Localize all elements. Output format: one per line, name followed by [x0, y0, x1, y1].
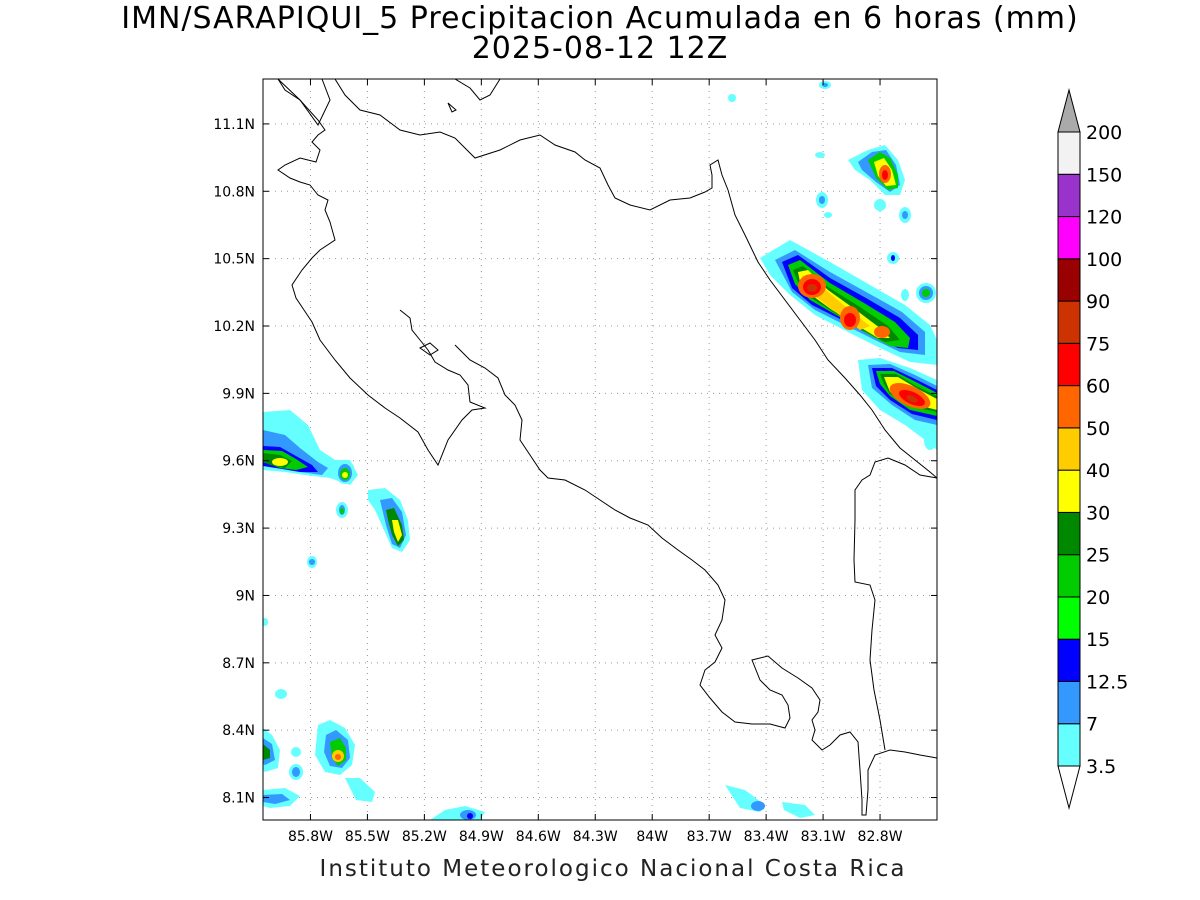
precipitation-field — [263, 81, 937, 820]
legend-swatch — [1057, 258, 1081, 302]
legend-swatch — [1057, 342, 1081, 387]
legend-label: 120 — [1086, 207, 1122, 229]
legend-swatch — [1057, 173, 1081, 218]
lat-tick-label: 9.3N — [222, 521, 255, 537]
legend-swatch — [1057, 680, 1081, 725]
legend-swatch — [1057, 596, 1081, 640]
footer-credit: Instituto Meteorologico Nacional Costa R… — [319, 856, 907, 882]
legend-label: 50 — [1086, 418, 1110, 440]
legend-swatch — [1057, 385, 1081, 429]
lat-tick-label: 10.5N — [213, 252, 255, 268]
lon-tick-label: 83.7W — [687, 829, 732, 845]
lat-tick-label: 8.1N — [222, 791, 255, 807]
legend-swatch — [1057, 638, 1081, 682]
lat-tick-label: 10.2N — [213, 319, 255, 335]
lat-tick-label: 11.1N — [213, 117, 255, 133]
lon-tick-label: 84.3W — [573, 829, 618, 845]
legend-label: 3.5 — [1086, 756, 1116, 778]
legend-label: 60 — [1086, 376, 1110, 398]
map-axes: 85.8W 85.5W 85.2W 84.9W 84.6W 84.3W 84W 83.7W 83… — [213, 79, 937, 845]
lon-tick-label: 83.1W — [801, 829, 846, 845]
legend-label: 40 — [1086, 460, 1110, 482]
lon-tick-label: 84W — [636, 829, 668, 845]
lat-tick-label: 8.4N — [222, 723, 255, 739]
legend-swatch — [1057, 469, 1081, 513]
legend-label: 25 — [1086, 545, 1110, 567]
legend-label: 20 — [1086, 587, 1110, 609]
lon-tick-label: 84.9W — [459, 829, 504, 845]
chart-title: IMN/SARAPIQUI_5 Precipitacion Acumulada … — [121, 1, 1079, 36]
lon-tick-label: 85.2W — [402, 829, 447, 845]
legend-swatch — [1057, 511, 1081, 556]
legend-label: 100 — [1086, 249, 1122, 271]
lon-tick-label: 83.4W — [744, 829, 789, 845]
lon-tick-label: 82.8W — [858, 829, 903, 845]
legend-upper-triangle — [1057, 88, 1081, 133]
lat-tick-label: 9.6N — [222, 454, 255, 470]
legend-label: 90 — [1086, 291, 1110, 313]
lat-tick-label: 8.7N — [222, 656, 255, 672]
lat-tick-label: 9N — [236, 588, 255, 604]
legend-swatch — [1057, 554, 1081, 598]
lat-tick-label: 9.9N — [222, 386, 255, 402]
legend-swatch — [1057, 723, 1081, 767]
legend-lower-triangle — [1057, 765, 1081, 810]
legend-swatch — [1057, 131, 1081, 175]
legend-label: 200 — [1086, 122, 1122, 144]
legend-label: 30 — [1086, 502, 1110, 524]
coastline — [277, 79, 937, 816]
legend-label: 12.5 — [1086, 671, 1128, 693]
legend-label: 75 — [1086, 333, 1110, 355]
chart-subtitle-date: 2025-08-12 12Z — [471, 31, 729, 66]
lon-tick-label: 84.6W — [516, 829, 561, 845]
plot-frame — [262, 78, 938, 821]
legend-label: 7 — [1086, 714, 1098, 736]
map-grid — [263, 79, 937, 820]
legend-swatch — [1057, 427, 1081, 471]
legend-label: 15 — [1086, 629, 1110, 651]
legend-swatch — [1057, 300, 1081, 344]
legend-swatch — [1057, 216, 1081, 260]
legend-label: 150 — [1086, 164, 1122, 186]
lon-tick-label: 85.5W — [345, 829, 390, 845]
precipitation-legend: 3.5 7 12.5 15 20 25 30 40 50 60 75 90 100 120 150 200 — [1057, 88, 1128, 810]
lon-tick-label: 85.8W — [288, 829, 333, 845]
lat-tick-label: 10.8N — [213, 184, 255, 200]
